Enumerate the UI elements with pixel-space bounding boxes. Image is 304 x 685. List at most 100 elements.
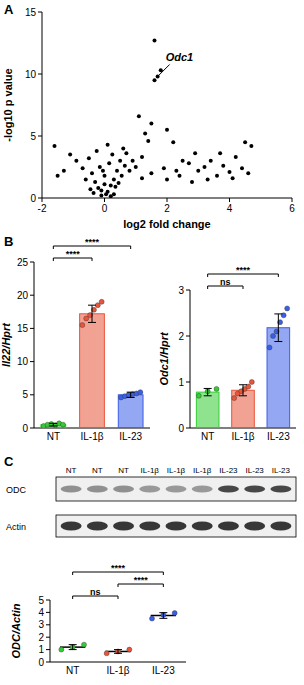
lane-label: NT: [118, 466, 129, 475]
blot-box: [56, 515, 296, 537]
y-tick-label: 0: [178, 423, 184, 434]
y-tick-label: 15: [25, 7, 37, 18]
point: [149, 171, 153, 175]
point: [206, 177, 210, 181]
point: [249, 144, 253, 148]
point: [110, 153, 114, 157]
point: [178, 174, 182, 178]
point: [187, 161, 191, 165]
point: [123, 164, 127, 168]
band: [61, 486, 82, 493]
category-label: IL-23: [152, 665, 175, 676]
y-tick: [30, 428, 34, 429]
point: [165, 128, 169, 132]
band: [139, 522, 160, 531]
category-label: NT: [201, 431, 214, 442]
y-axis-label: Odc1/Hprt: [158, 331, 170, 386]
point: [246, 171, 250, 175]
y-tick-label: 4: [38, 607, 44, 618]
band: [192, 486, 213, 493]
y-tick: [30, 394, 34, 395]
point: [113, 185, 117, 189]
y-tick-label: 25: [17, 257, 29, 268]
category-label: IL-1β: [232, 431, 255, 442]
error-bar: [69, 645, 77, 650]
band: [61, 522, 82, 531]
y-tick-label: 10: [25, 69, 37, 80]
y-axis: [50, 600, 51, 662]
category-label: IL-23: [267, 431, 290, 442]
error-bar: [49, 423, 57, 426]
x-tick-label: -2: [38, 203, 47, 214]
point: [106, 190, 110, 194]
lane-label: NT: [92, 466, 103, 475]
y-tick: [46, 662, 50, 663]
x-tick: [167, 198, 168, 202]
y-tick: [46, 649, 50, 650]
point: [140, 176, 144, 180]
error-bar: [159, 613, 167, 619]
y-tick: [186, 290, 190, 291]
point: [82, 642, 87, 647]
lane-label: IL-1β: [167, 466, 186, 475]
point: [92, 191, 96, 195]
y-tick: [30, 361, 34, 362]
error-bar: [274, 314, 282, 342]
x-tick: [229, 198, 230, 202]
point: [99, 194, 103, 198]
point: [181, 159, 185, 163]
panel-label: B: [4, 234, 13, 249]
lane-label: IL-23: [272, 466, 291, 475]
y-tick: [38, 198, 42, 199]
y-tick-label: 2: [38, 632, 44, 643]
x-tick: [292, 198, 293, 202]
row-label: ODC: [6, 485, 27, 495]
point: [162, 166, 166, 170]
point: [115, 169, 119, 173]
significance: ****: [111, 563, 126, 573]
lane-label: IL-1β: [193, 466, 212, 475]
point: [231, 176, 235, 180]
point: [61, 422, 66, 427]
y-tick-label: 15: [17, 323, 29, 334]
point: [74, 159, 78, 163]
panel-label: C: [4, 454, 14, 469]
band: [87, 522, 108, 531]
point: [101, 169, 105, 173]
point: [172, 611, 177, 616]
point: [59, 647, 64, 652]
point: [84, 177, 88, 181]
point: [243, 140, 247, 144]
bar: [196, 392, 219, 428]
band: [113, 522, 134, 531]
band: [139, 486, 160, 493]
y-axis-label: -log10 p value: [2, 68, 14, 141]
point: [112, 192, 116, 196]
error-bar: [88, 305, 96, 322]
y-axis: [190, 290, 191, 428]
point: [218, 151, 222, 155]
point: [131, 159, 135, 163]
panel-label: A: [4, 2, 14, 17]
point: [109, 184, 113, 188]
point: [140, 155, 144, 159]
bar: [267, 328, 290, 428]
lane-label: NT: [66, 466, 77, 475]
point: [234, 155, 238, 159]
marks: [41, 299, 143, 428]
x-tick-label: 0: [102, 203, 108, 214]
x-tick: [104, 198, 105, 202]
point: [118, 159, 122, 163]
x-tick-label: 2: [164, 203, 170, 214]
band: [270, 486, 291, 493]
point: [128, 169, 132, 173]
y-tick: [38, 12, 42, 13]
y-axis-label: Il22/Hprt: [0, 322, 12, 367]
point: [90, 171, 94, 175]
y-tick: [46, 637, 50, 638]
band: [244, 486, 265, 493]
point: [153, 78, 157, 82]
y-tick: [186, 336, 190, 337]
error-bar: [114, 650, 122, 654]
lane-label: IL-23: [219, 466, 238, 475]
